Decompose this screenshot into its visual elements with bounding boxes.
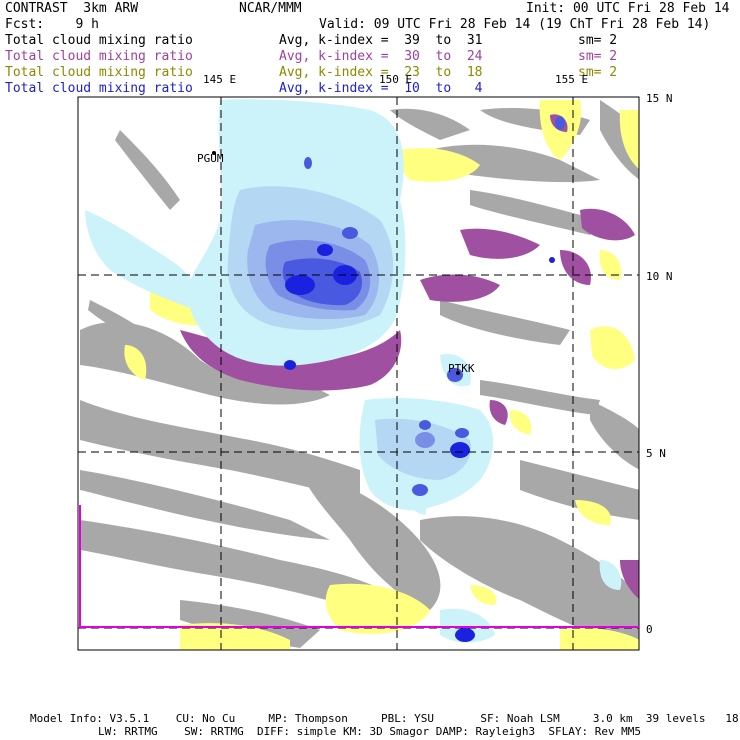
- field-4-name: Total cloud mixing ratio: [5, 81, 193, 96]
- field-3-name: Total cloud mixing ratio: [5, 65, 193, 80]
- lat-label-5n: 5 N: [646, 447, 666, 460]
- lat-label-equator: 0: [646, 623, 653, 636]
- forecast-hour: Fcst: 9 h: [5, 17, 99, 32]
- yellow-cloud-layer: [124, 100, 639, 650]
- field-1-range: Avg, k-index = 39 to 31: [279, 33, 483, 48]
- field-1-smoothing: sm= 2: [578, 33, 618, 48]
- model-info-line1: Model Info: V3.5.1 CU: No Cu MP: Thompso…: [30, 712, 740, 725]
- valid-time: Valid: 09 UTC Fri 28 Feb 14 (19 ChT Fri …: [319, 17, 711, 32]
- field-2-name: Total cloud mixing ratio: [5, 49, 193, 64]
- init-time: Init: 00 UTC Fri 28 Feb 14: [526, 1, 730, 16]
- station-label-pgum: PGUM: [197, 152, 224, 165]
- field-3-smoothing: sm= 2: [578, 65, 618, 80]
- institution-label: NCAR/MMM: [239, 1, 302, 16]
- gray-cloud-layer: [80, 100, 639, 648]
- model-title: CONTRAST 3km ARW: [5, 1, 139, 16]
- field-3-range: Avg, k-index = 23 to 18: [279, 65, 483, 80]
- lon-label-150e: 150 E: [379, 73, 413, 86]
- station-marker-ptkk: [456, 371, 460, 375]
- field-2-range: Avg, k-index = 30 to 24: [279, 49, 483, 64]
- domain-boundary-line: [79, 505, 639, 628]
- lon-label-155e: 155 E: [555, 73, 589, 86]
- model-info-line2: LW: RRTMG SW: RRTMG DIFF: simple KM: 3D …: [98, 725, 642, 738]
- field-2-smoothing: sm= 2: [578, 49, 618, 64]
- field-4-range: Avg, k-index = 10 to 4: [279, 81, 483, 96]
- station-label-ptkk: PTKK: [448, 362, 475, 375]
- lat-label-15n: 15 N: [646, 92, 673, 105]
- field-1-name: Total cloud mixing ratio: [5, 33, 193, 48]
- lat-label-10n: 10 N: [646, 270, 673, 283]
- lon-label-145e: 145 E: [203, 73, 237, 86]
- station-marker-pgum: [212, 151, 216, 155]
